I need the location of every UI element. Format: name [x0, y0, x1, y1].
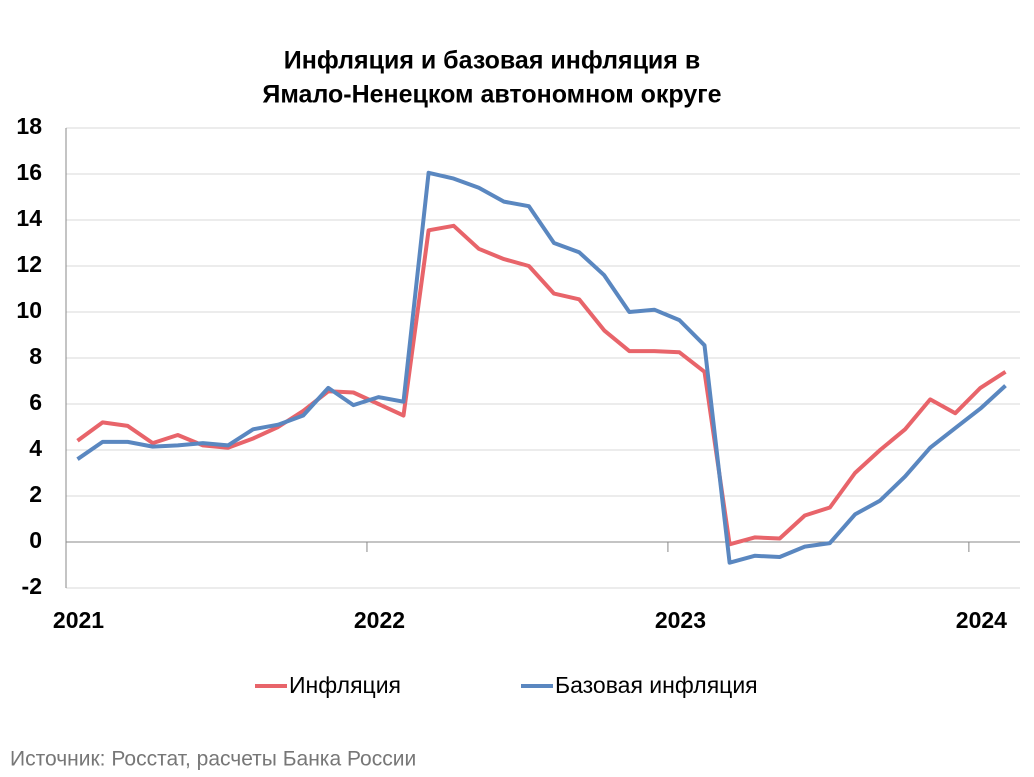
- y-tick-label: 6: [29, 389, 42, 415]
- y-tick-label: 14: [16, 205, 42, 231]
- y-tick-label: 2: [29, 481, 42, 507]
- y-tick-label: 4: [29, 435, 42, 461]
- y-tick-label: 18: [16, 113, 42, 139]
- legend-label: Инфляция: [289, 672, 401, 698]
- chart-title: Инфляция и базовая инфляция в: [284, 47, 700, 75]
- x-tick-label: 2024: [956, 607, 1007, 633]
- y-tick-label: 10: [16, 297, 42, 323]
- x-tick-label: 2022: [354, 607, 405, 633]
- y-tick-label: 12: [16, 251, 42, 277]
- series-line: [76, 170, 1007, 565]
- y-tick-label: 0: [29, 527, 42, 553]
- source-note: Источник: Росстат, расчеты Банка России: [10, 748, 416, 771]
- y-tick-label: 16: [16, 159, 42, 185]
- y-tick-label: 8: [29, 343, 42, 369]
- x-tick-label: 2021: [53, 607, 104, 633]
- chart-title: Ямало-Ненецком автономном округе: [262, 81, 721, 109]
- legend-label: Базовая инфляция: [555, 672, 758, 698]
- x-tick-label: 2023: [655, 607, 706, 633]
- series-line: [76, 223, 1007, 547]
- y-tick-label: -2: [22, 573, 42, 599]
